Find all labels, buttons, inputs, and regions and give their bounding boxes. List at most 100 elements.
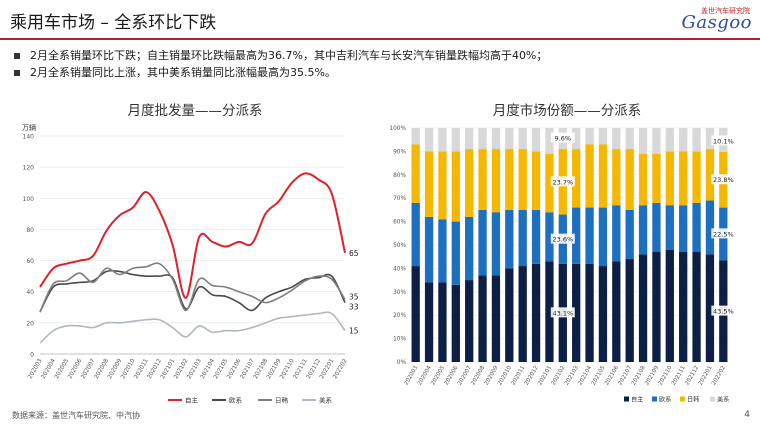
bar-segment-1: [411, 202, 420, 267]
bar-segment-3: [518, 128, 527, 150]
end-value-label: 15: [349, 327, 359, 336]
bar-segment-3: [424, 128, 434, 152]
y-tick-label: 0%: [397, 360, 407, 366]
bar-segment-1: [705, 200, 715, 255]
y-tick-label: 70%: [393, 196, 406, 202]
bar-segment-0: [679, 252, 688, 362]
bar-segment-2: [572, 149, 581, 208]
y-tick-label: 20: [26, 320, 34, 327]
legend-label: 日韩: [275, 396, 289, 405]
source-note: 数据来源：盖世汽车研究院、中汽协: [12, 411, 140, 420]
series-line-3: [39, 311, 346, 344]
bar-segment-2: [531, 151, 541, 210]
legend-swatch: [624, 396, 629, 402]
logo-cn-text: 盖世汽车研究院: [701, 7, 750, 15]
legend-label: 自主: [185, 396, 199, 405]
legend-label: 自主: [631, 396, 643, 404]
y-tick-label: 10%: [393, 337, 406, 343]
bar-segment-0: [478, 275, 487, 362]
bar-segment-2: [679, 151, 688, 206]
bar-segment-0: [451, 284, 460, 362]
y-tick-label: 140: [23, 134, 35, 141]
bar-segment-0: [625, 259, 634, 362]
x-tick-label: 202202: [711, 365, 727, 386]
data-label: 43.5%: [713, 308, 734, 316]
bar-segment-3: [679, 128, 688, 152]
line-chart-title: 月度批发量——分派系: [127, 103, 263, 119]
bar-segment-2: [692, 151, 701, 203]
bar-segment-1: [572, 207, 581, 264]
data-label: 23.7%: [552, 178, 573, 186]
bar-segment-2: [491, 149, 501, 213]
page-number: 4: [744, 410, 750, 420]
bar-segment-2: [545, 153, 554, 213]
legend-swatch: [680, 396, 685, 402]
data-label: 10.1%: [713, 137, 734, 145]
bar-segment-1: [531, 209, 541, 264]
data-label: 22.5%: [713, 230, 734, 238]
end-value-label: 33: [349, 303, 359, 312]
bar-segment-2: [638, 153, 648, 206]
page-title: 乘用车市场 – 全系环比下跌: [10, 13, 217, 33]
bar-segment-2: [625, 149, 634, 210]
bullet-text: 2月全系销量环比下跌；自主销量环比跌幅最高为36.7%，其中吉利汽车与长安汽车销…: [30, 49, 548, 62]
bar-segment-2: [598, 144, 608, 208]
bullet-square-icon: [14, 69, 20, 76]
y-tick-label: 90%: [393, 149, 406, 155]
bullet-list: 2月全系销量环比下跌；自主销量环比跌幅最高为36.7%，其中吉利汽车与长安汽车销…: [14, 47, 547, 81]
bar-segment-3: [451, 128, 460, 152]
data-label-bg: [711, 174, 736, 185]
bar-segment-0: [652, 252, 661, 362]
bar-segment-0: [598, 266, 608, 362]
data-label-bg: [711, 135, 736, 146]
bar-segment-3: [545, 128, 554, 154]
bar-segment-3: [465, 128, 474, 150]
bar-segment-1: [491, 212, 501, 276]
bar-segment-0: [705, 254, 715, 362]
bar-segment-2: [585, 144, 594, 208]
bar-segment-0: [545, 261, 554, 362]
bar-segment-0: [424, 282, 434, 362]
bar-chart: 0%10%20%30%40%50%60%70%80%90%100%2020032…: [389, 126, 736, 404]
data-label-bg: [550, 176, 575, 187]
bar-segment-2: [451, 151, 460, 222]
bar-segment-2: [612, 149, 621, 206]
bar-segment-0: [585, 263, 594, 362]
y-tick-label: 40: [26, 289, 34, 296]
y-tick-label: 80: [26, 227, 34, 234]
bar-segment-0: [465, 280, 474, 362]
bullet-square-icon: [14, 52, 20, 59]
data-label: 23.8%: [713, 176, 734, 184]
y-tick-label: 80%: [393, 173, 406, 179]
bar-segment-3: [665, 128, 674, 152]
bar-segment-1: [665, 205, 674, 250]
bar-segment-1: [465, 216, 474, 281]
bar-segment-0: [411, 266, 420, 362]
title-divider: [0, 38, 760, 40]
bar-segment-3: [652, 128, 661, 154]
legend-label: 日韩: [687, 396, 699, 404]
bar-segment-2: [411, 144, 420, 203]
bar-segment-2: [438, 151, 447, 220]
bar-segment-3: [598, 128, 608, 145]
bar-segment-1: [692, 202, 701, 253]
bar-segment-3: [411, 128, 420, 145]
bar-segment-1: [652, 202, 661, 253]
bar-segment-0: [638, 254, 648, 362]
y-tick-label: 60%: [393, 220, 406, 226]
bar-segment-1: [625, 209, 634, 260]
bullet-item: 2月全系销量环比下跌；自主销量环比跌幅最高为36.7%，其中吉利汽车与长安汽车销…: [14, 47, 547, 64]
bar-segment-3: [638, 128, 648, 154]
bar-segment-1: [518, 209, 527, 267]
bar-segment-0: [612, 261, 621, 362]
bar-segment-2: [518, 149, 527, 210]
logo-en-text: Gasgoo: [681, 12, 752, 33]
bar-segment-1: [451, 221, 460, 285]
series-line-2: [39, 262, 346, 313]
legend-swatch: [710, 396, 715, 402]
bar-segment-3: [705, 128, 715, 150]
y-tick-label: 20%: [393, 313, 406, 319]
bar-segment-3: [531, 128, 541, 152]
legend-label: 欧系: [229, 396, 243, 405]
data-label-bg: [550, 233, 575, 244]
